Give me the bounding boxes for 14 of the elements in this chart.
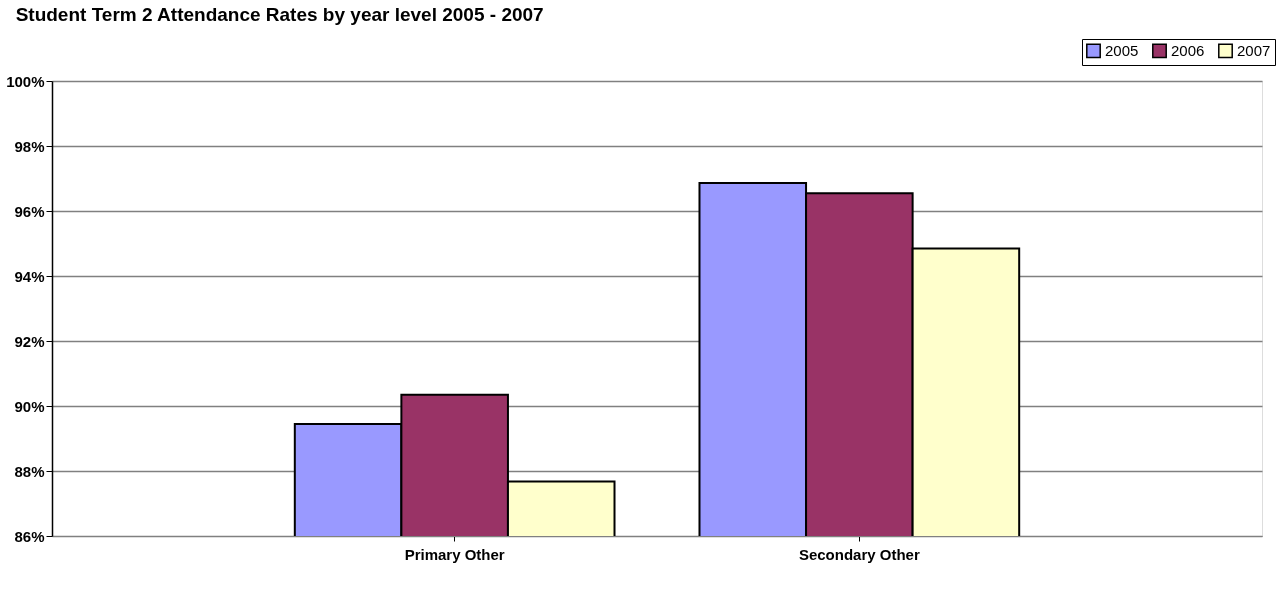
y-tick-label: 88% xyxy=(14,462,45,480)
y-tick-label: 98% xyxy=(14,137,45,155)
y-tick-label: 94% xyxy=(14,267,45,285)
x-tick-label: Secondary Other xyxy=(798,545,920,563)
y-tick-label: 100% xyxy=(6,72,45,90)
y-tick-label: 92% xyxy=(14,332,45,350)
legend-label: 2006 xyxy=(1171,41,1205,59)
y-tick-label: 96% xyxy=(14,202,45,220)
chart-title: Student Term 2 Attendance Rates by year level 2005 - 2007 xyxy=(15,3,544,25)
legend-label: 2007 xyxy=(1237,41,1271,59)
legend-label: 2005 xyxy=(1105,41,1139,59)
y-tick-label: 86% xyxy=(14,527,45,545)
y-tick-label: 90% xyxy=(14,397,45,415)
x-tick-label: Primary Other xyxy=(404,545,505,563)
